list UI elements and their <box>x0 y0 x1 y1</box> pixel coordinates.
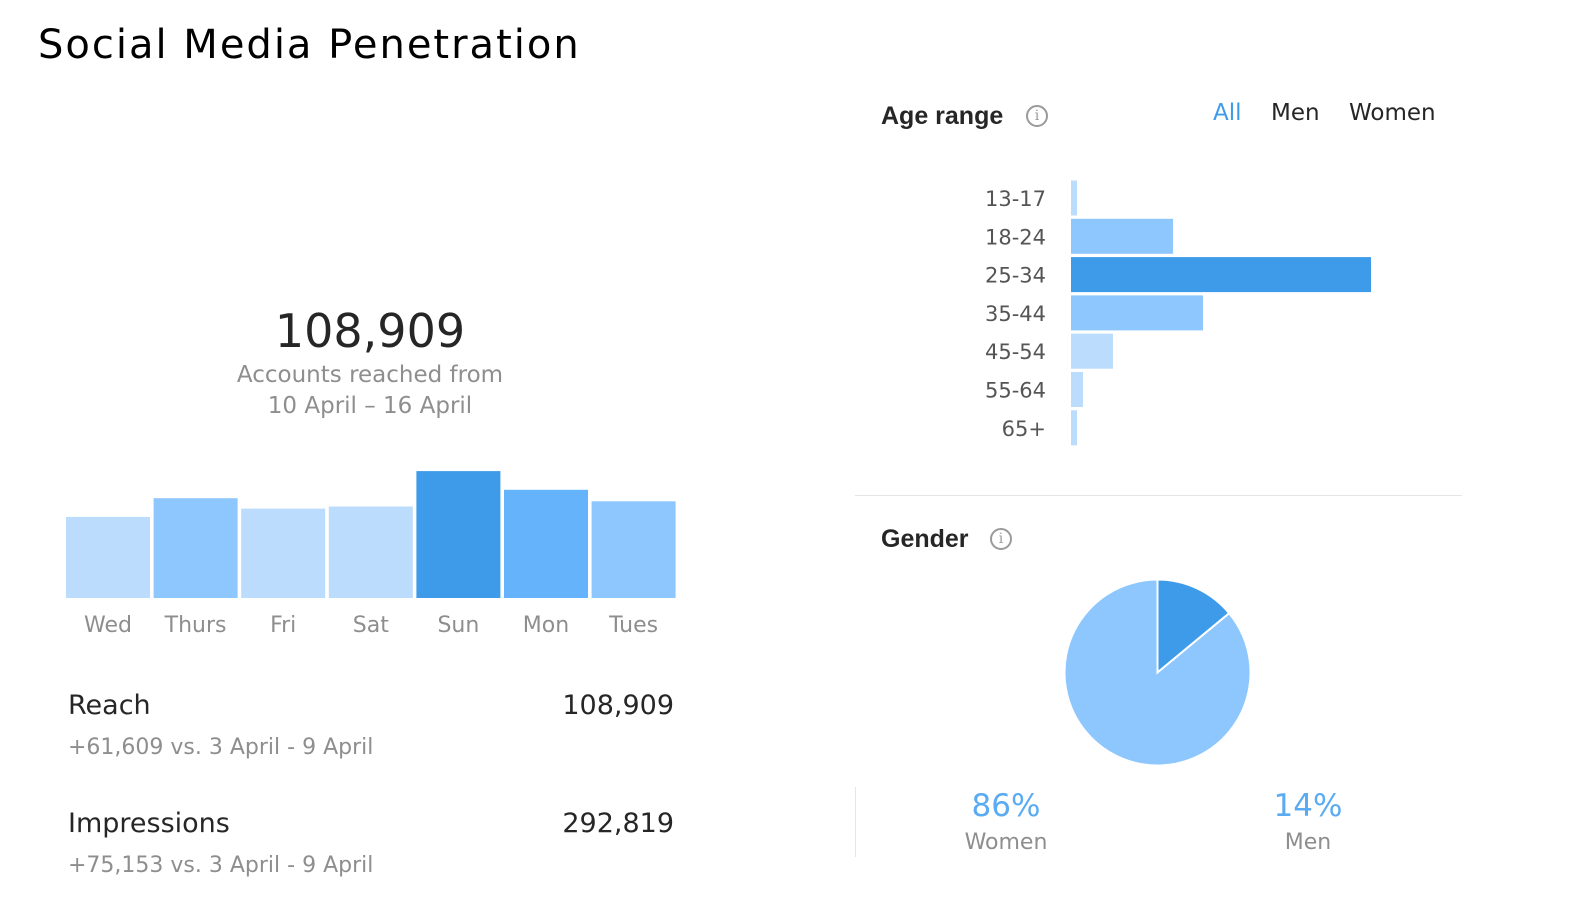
day-bar-fri[interactable] <box>241 508 326 598</box>
day-tick-label: Fri <box>270 613 296 638</box>
age-bar-65plus[interactable] <box>1071 410 1077 446</box>
gender-title: Gender <box>881 525 969 553</box>
age-bar-55-64[interactable] <box>1071 372 1083 407</box>
pie-slice-men[interactable] <box>1156 578 1231 675</box>
accounts-reached-total: 108,909 <box>274 304 466 358</box>
page-title: Social Media Penetration <box>38 22 581 68</box>
day-bar-sun[interactable] <box>416 471 501 598</box>
day-tick-label: Mon <box>523 613 569 638</box>
pie-slice-women[interactable] <box>1063 578 1252 767</box>
day-bar-sat[interactable] <box>328 506 413 599</box>
age-tick-label: 55-64 <box>985 379 1046 403</box>
reach-comparison: +61,609 vs. 3 April - 9 April <box>68 735 374 760</box>
age-range-info-icon[interactable]: i <box>1026 105 1048 127</box>
impressions-label: Impressions <box>68 808 230 839</box>
age-range-title: Age range <box>881 102 1004 130</box>
day-tick-label: Wed <box>84 613 132 638</box>
impressions-comparison: +75,153 vs. 3 April - 9 April <box>68 853 374 878</box>
impressions-value: 292,819 <box>562 808 674 839</box>
reach-value: 108,909 <box>562 690 674 721</box>
accounts-caption-line2: 10 April – 16 April <box>267 393 473 419</box>
age-bar-35-44[interactable] <box>1071 295 1203 331</box>
women-percentage: 86% <box>971 788 1041 824</box>
section-divider <box>855 495 1462 496</box>
age-bar-13-17[interactable] <box>1071 180 1077 216</box>
day-bar-thurs[interactable] <box>153 498 238 598</box>
women-label: Women <box>964 830 1048 855</box>
gender-divider <box>855 787 856 857</box>
day-tick-label: Thurs <box>164 613 227 638</box>
accounts-caption-line1: Accounts reached from <box>236 362 504 388</box>
reach-label: Reach <box>68 690 151 721</box>
age-tick-label: 13-17 <box>985 187 1046 211</box>
day-tick-label: Sat <box>353 613 389 638</box>
tab-women[interactable]: Women <box>1349 100 1436 126</box>
age-range-bar-chart: 13-17 18-24 25-34 35-44 45-54 55-64 65+ <box>985 180 1371 446</box>
men-label: Men <box>1284 830 1332 855</box>
day-tick-label: Tues <box>608 613 658 638</box>
tab-all[interactable]: All <box>1213 100 1242 126</box>
gender-pie-chart <box>1063 578 1252 767</box>
age-bar-18-24[interactable] <box>1071 218 1173 254</box>
age-tick-label: 65+ <box>1002 417 1046 441</box>
tab-men[interactable]: Men <box>1271 100 1320 126</box>
daily-reach-bar-chart: Wed Thurs Fri Sat Sun Mon Tues <box>66 471 676 638</box>
day-bar-tues[interactable] <box>591 501 676 598</box>
age-bar-45-54[interactable] <box>1071 333 1113 369</box>
age-tick-label: 35-44 <box>985 302 1046 326</box>
men-percentage: 14% <box>1273 788 1343 824</box>
day-bar-wed[interactable] <box>66 516 150 598</box>
gender-info-icon[interactable]: i <box>990 528 1012 550</box>
day-tick-label: Sun <box>437 613 479 638</box>
age-tick-label: 18-24 <box>985 225 1046 249</box>
age-tick-label: 25-34 <box>985 264 1046 288</box>
day-bar-mon[interactable] <box>504 489 588 598</box>
age-tick-label: 45-54 <box>985 340 1046 364</box>
age-bar-25-34[interactable] <box>1071 257 1371 293</box>
